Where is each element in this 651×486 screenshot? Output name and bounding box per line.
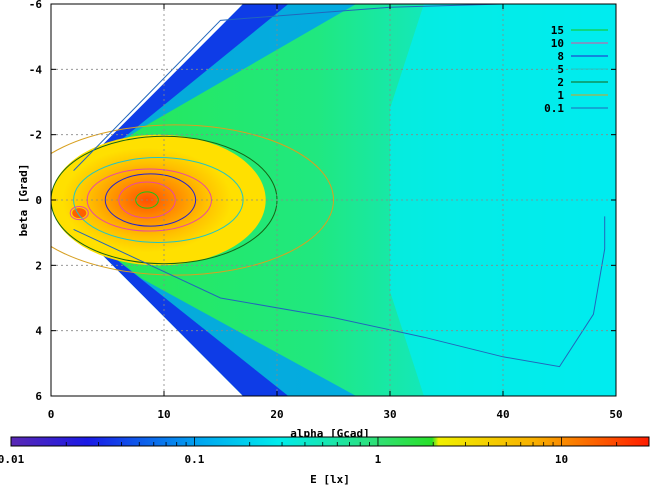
y-tick-label: -2: [29, 129, 42, 142]
y-tick-label: -4: [29, 63, 43, 76]
contour-secondary: [69, 206, 89, 221]
legend-label: 15: [551, 24, 564, 37]
x-tick-label: 20: [270, 408, 283, 421]
y-tick-label: 0: [35, 194, 42, 207]
x-tick-label: 0: [48, 408, 55, 421]
colorbar-tick-label: 0.01: [0, 453, 25, 466]
colorbar-label: E [lx]: [310, 473, 350, 486]
x-tick-label: 40: [496, 408, 509, 421]
colorbar-tick-label: 0.1: [185, 453, 205, 466]
x-tick-label: 30: [383, 408, 396, 421]
x-tick-label: 50: [609, 408, 622, 421]
contour-10: [118, 181, 176, 219]
legend-label: 0.1: [544, 102, 564, 115]
x-axis-ticks: 0 10 20 30 40 50: [48, 4, 623, 421]
x-tick-label: 10: [157, 408, 170, 421]
contour-0-1-lower: [73, 216, 606, 368]
contour-15: [135, 191, 159, 209]
contour-1: [51, 124, 334, 276]
legend-label: 10: [551, 37, 564, 50]
field-edge-upper-deep: [73, 4, 289, 174]
contour-8: [104, 173, 197, 227]
y-axis-ticks: -6 -4 -2 0 2 4 6: [29, 0, 616, 403]
y-axis-label: beta [Grad]: [17, 164, 30, 237]
contour-5: [73, 157, 244, 243]
colorbar-tick-label: 1: [375, 453, 382, 466]
colorbar-tick-label: 10: [555, 453, 568, 466]
grid-lines: [51, 4, 616, 396]
field-edge-lower-deep: [73, 226, 289, 396]
y-tick-label: 6: [35, 390, 42, 403]
legend-label: 8: [557, 50, 564, 63]
y-tick-label: -6: [29, 0, 43, 11]
field-secondary-hotspot: [72, 208, 87, 219]
y-tick-label: 2: [35, 259, 42, 272]
y-tick-label: 4: [35, 325, 42, 338]
legend-label: 1: [557, 89, 564, 102]
legend-label: 2: [557, 76, 564, 89]
colorbar-ticks: 0.01 0.1 1 10: [0, 437, 650, 466]
legend-label: 5: [557, 63, 564, 76]
